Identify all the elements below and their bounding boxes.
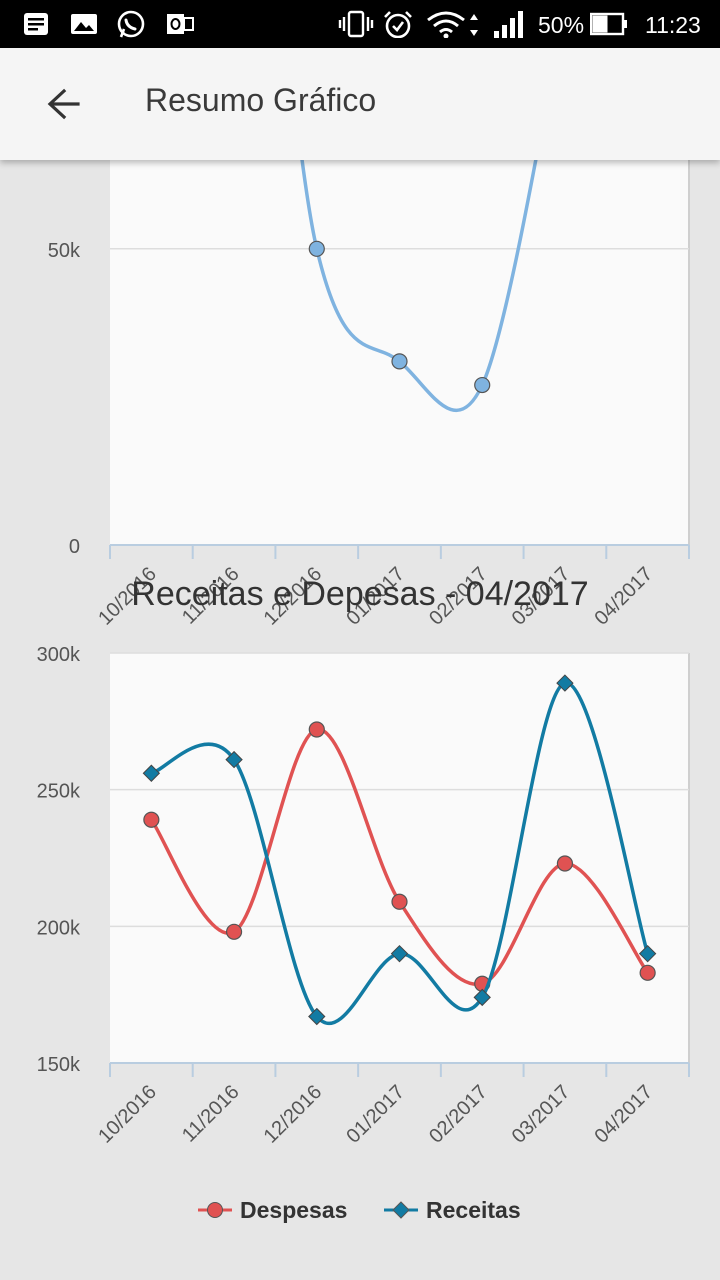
- clock: 11:23: [645, 12, 701, 38]
- data-point: [556, 855, 574, 872]
- arrow-back-icon: [47, 88, 80, 120]
- y-tick-label: 0: [69, 536, 80, 558]
- legend-item-despesas[interactable]: Despesas: [198, 1190, 347, 1230]
- signal-icon: [494, 11, 523, 38]
- y-tick-label: 150k: [37, 1054, 81, 1076]
- app-bar: Resumo Gráfico: [0, 48, 720, 160]
- data-point: [390, 944, 409, 963]
- y-tick-label: 250k: [37, 781, 81, 803]
- whatsapp-icon: [117, 10, 145, 38]
- data-point: [391, 893, 408, 910]
- legend-label: Receitas: [426, 1196, 521, 1223]
- data-point: [308, 240, 325, 257]
- y-tick-label: 200k: [37, 917, 81, 939]
- x-tick-label: 01/2017: [342, 1081, 409, 1148]
- legend-marker-circle: [198, 1202, 232, 1218]
- legend-label: Despesas: [240, 1196, 348, 1223]
- data-point: [638, 944, 657, 963]
- back-button[interactable]: [32, 72, 96, 136]
- legend-marker-diamond: [384, 1201, 418, 1219]
- y-tick-label: 50k: [48, 240, 81, 262]
- chart-scroll-area[interactable]: 0 50k 10/2016 11/2016 12/2016 01/2017 02/2017 0…: [0, 160, 720, 1280]
- battery-percent: 50%: [538, 12, 585, 38]
- data-point: [142, 764, 161, 782]
- status-bar: 50% 11:23: [0, 0, 720, 48]
- data-point: [225, 923, 243, 940]
- wifi-icon: [427, 11, 478, 38]
- data-point: [473, 988, 491, 1007]
- x-tick-label: 03/2017: [508, 1081, 575, 1148]
- data-point: [474, 376, 491, 394]
- data-point: [391, 353, 408, 370]
- plot-area: [110, 653, 689, 1063]
- alarm-icon: [384, 11, 412, 38]
- notes-icon: [24, 13, 48, 35]
- chart-legend: Despesas Receitas: [0, 1190, 720, 1230]
- x-tick-label: 02/2017: [425, 1081, 492, 1148]
- legend-item-receitas[interactable]: Receitas: [384, 1190, 521, 1230]
- vibrate-icon: [338, 10, 374, 38]
- battery-icon: [590, 12, 627, 36]
- outlook-icon: [167, 14, 194, 34]
- income-expense-chart: 150k 200k 250k 300k 10/2016 11/2016 12/2016 01/…: [37, 644, 690, 1148]
- data-point: [143, 811, 160, 828]
- chart-title: Receitas e Depesas - 04/2017: [131, 575, 589, 613]
- y-tick-label: 300k: [37, 644, 81, 666]
- data-point: [308, 721, 325, 738]
- data-point: [556, 674, 574, 692]
- data-point: [639, 964, 656, 981]
- plot-area: [110, 160, 689, 545]
- x-tick-label: 12/2016: [260, 1081, 327, 1148]
- data-point: [225, 750, 243, 769]
- x-tick-label: 04/2017: [591, 1081, 658, 1148]
- gallery-icon: [71, 14, 97, 34]
- data-point: [308, 1007, 326, 1026]
- series-line: [150, 681, 650, 1026]
- page-title: Resumo Gráfico: [145, 82, 377, 118]
- x-tick-label: 10/2016: [94, 1081, 161, 1148]
- x-tick-label: 11/2016: [178, 1081, 244, 1147]
- series-line: [300, 160, 538, 413]
